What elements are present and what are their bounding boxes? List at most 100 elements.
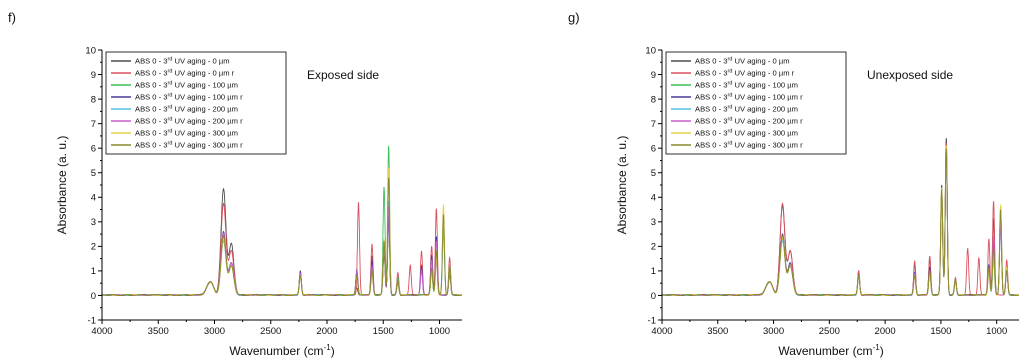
legend-label-sup: rd — [728, 105, 733, 111]
legend-label-sup: rd — [728, 93, 733, 99]
series-line-1 — [662, 137, 1019, 297]
chart-panel-g: g) -1 0 1 2 3 4 5 6 7 8 9 10 4000 3500 3000 2500 2000 1500… — [568, 10, 1019, 358]
legend-label-part: UV aging - 0 µm — [172, 57, 229, 66]
legend-label-part: ABS 0 - 3 — [695, 129, 728, 138]
side-annotation: Exposed side — [307, 68, 379, 82]
legend-label-6: ABS 0 - 3rd UV aging - 200 µm r — [695, 117, 803, 126]
legend-label-part: UV aging - 0 µm — [732, 57, 789, 66]
series-line-4 — [662, 152, 1019, 297]
legend-label-part: UV aging - 100 µm — [732, 81, 798, 90]
y-tick-label: 3 — [651, 217, 656, 228]
series-line-7 — [102, 167, 462, 297]
legend-label-part: ABS 0 - 3 — [135, 141, 168, 150]
y-tick-label: 9 — [651, 70, 656, 81]
y-tick-label: 4 — [91, 193, 96, 204]
legend-label-part: ABS 0 - 3 — [135, 117, 168, 126]
x-tick-label: 1000 — [986, 326, 1007, 337]
legend-label-2: ABS 0 - 3rd UV aging - 0 µm r — [695, 69, 795, 78]
legend-label-2: ABS 0 - 3rd UV aging - 0 µm r — [135, 69, 235, 78]
y-tick-label: 3 — [91, 217, 96, 228]
legend-label-sup: rd — [728, 57, 733, 63]
legend-label-part: ABS 0 - 3 — [695, 141, 728, 150]
legend-label-part: UV aging - 300 µm — [172, 129, 238, 138]
series-line-5 — [102, 201, 462, 297]
legend-label-4: ABS 0 - 3rd UV aging - 100 µm r — [695, 93, 803, 102]
y-tick-label: 5 — [91, 168, 96, 179]
y-tick-label: 1 — [651, 266, 656, 277]
legend-box — [665, 51, 847, 155]
y-tick-label: 7 — [651, 119, 656, 130]
legend-label-8: ABS 0 - 3rd UV aging - 300 µm r — [135, 141, 243, 150]
spectra-group — [662, 137, 1019, 297]
y-tick-label: 2 — [91, 242, 96, 253]
legend-label-sup: rd — [728, 69, 733, 75]
x-tick-label: 2000 — [875, 326, 896, 337]
y-tick-label: 7 — [91, 119, 96, 130]
legend-label-part: UV aging - 200 µm r — [172, 117, 243, 126]
x-tick-label: 4000 — [91, 326, 112, 337]
legend-label-sup: rd — [168, 117, 173, 123]
legend-label-part: ABS 0 - 3 — [135, 57, 168, 66]
legend-label-part: UV aging - 300 µm r — [172, 141, 243, 150]
legend-label-sup: rd — [728, 129, 733, 135]
spectra-group — [102, 145, 462, 297]
legend-label-7: ABS 0 - 3rd UV aging - 300 µm — [695, 129, 798, 138]
legend-label-sup: rd — [728, 141, 733, 147]
legend-label-sup: rd — [168, 69, 173, 75]
y-tick-label: 0 — [91, 291, 96, 302]
legend-label-sup: rd — [168, 93, 173, 99]
legend-label-3: ABS 0 - 3rd UV aging - 100 µm — [135, 81, 238, 90]
chart-panel-f: f) -1 0 1 2 3 4 5 6 7 8 9 10 4000 3500 3000 2500 2000 1500… — [8, 10, 462, 358]
x-tick-label: 1500 — [930, 326, 951, 337]
x-axis-title: Wavenumber (cm-1) — [778, 343, 883, 358]
y-tick-label: -1 — [88, 315, 96, 326]
legend-label-5: ABS 0 - 3rd UV aging - 200 µm — [695, 105, 798, 114]
y-tick-label: 10 — [645, 45, 656, 56]
series-line-6 — [662, 149, 1019, 297]
legend-label-8: ABS 0 - 3rd UV aging - 300 µm r — [695, 141, 803, 150]
legend-label-6: ABS 0 - 3rd UV aging - 200 µm r — [135, 117, 243, 126]
legend-label-part: ABS 0 - 3 — [695, 57, 728, 66]
y-tick-label: 8 — [651, 94, 656, 105]
legend-label-part: ABS 0 - 3 — [135, 105, 168, 114]
legend-label-sup: rd — [728, 81, 733, 87]
y-tick-label: 8 — [91, 94, 96, 105]
legend-label-part: UV aging - 0 µm r — [732, 69, 794, 78]
series-line-4 — [102, 214, 462, 297]
series-line-7 — [662, 145, 1019, 297]
y-tick-label: 6 — [91, 143, 96, 154]
legend-label-7: ABS 0 - 3rd UV aging - 300 µm — [135, 129, 238, 138]
x-axis-title-tail: ) — [880, 344, 884, 358]
legend-label-sup: rd — [168, 105, 173, 111]
x-tick-label: 1000 — [429, 326, 450, 337]
x-tick-label: 2500 — [819, 326, 840, 337]
panel-label: f) — [8, 10, 16, 25]
legend-label-1: ABS 0 - 3rd UV aging - 0 µm — [695, 57, 790, 66]
y-tick-label: 6 — [651, 143, 656, 154]
legend-label-part: ABS 0 - 3 — [135, 81, 168, 90]
legend-label-part: UV aging - 100 µm — [172, 81, 238, 90]
y-tick-label: 2 — [651, 242, 656, 253]
legend-label-part: UV aging - 100 µm r — [172, 93, 243, 102]
legend-label-part: UV aging - 300 µm — [732, 129, 798, 138]
legend-label-sup: rd — [168, 129, 173, 135]
x-axis-title-sup: -1 — [324, 343, 332, 352]
side-annotation: Unexposed side — [867, 68, 953, 82]
legend-label-part: ABS 0 - 3 — [695, 117, 728, 126]
x-tick-label: 2000 — [316, 326, 337, 337]
x-tick-label: 3000 — [763, 326, 784, 337]
y-tick-label: 4 — [651, 193, 656, 204]
series-line-8 — [102, 177, 462, 297]
y-tick-label: 1 — [91, 266, 96, 277]
series-line-5 — [662, 154, 1019, 297]
legend-label-part: ABS 0 - 3 — [135, 129, 168, 138]
x-axis-title-tail: ) — [331, 344, 335, 358]
legend-label-5: ABS 0 - 3rd UV aging - 200 µm — [135, 105, 238, 114]
x-tick-label: 2500 — [260, 326, 281, 337]
x-axis-title: Wavenumber (cm-1) — [229, 343, 334, 358]
legend-label-part: ABS 0 - 3 — [695, 81, 728, 90]
y-axis-title: Absorbance (a. u.) — [55, 136, 69, 235]
x-axis-title-text: Wavenumber (cm — [229, 344, 323, 358]
legend-label-sup: rd — [728, 117, 733, 123]
